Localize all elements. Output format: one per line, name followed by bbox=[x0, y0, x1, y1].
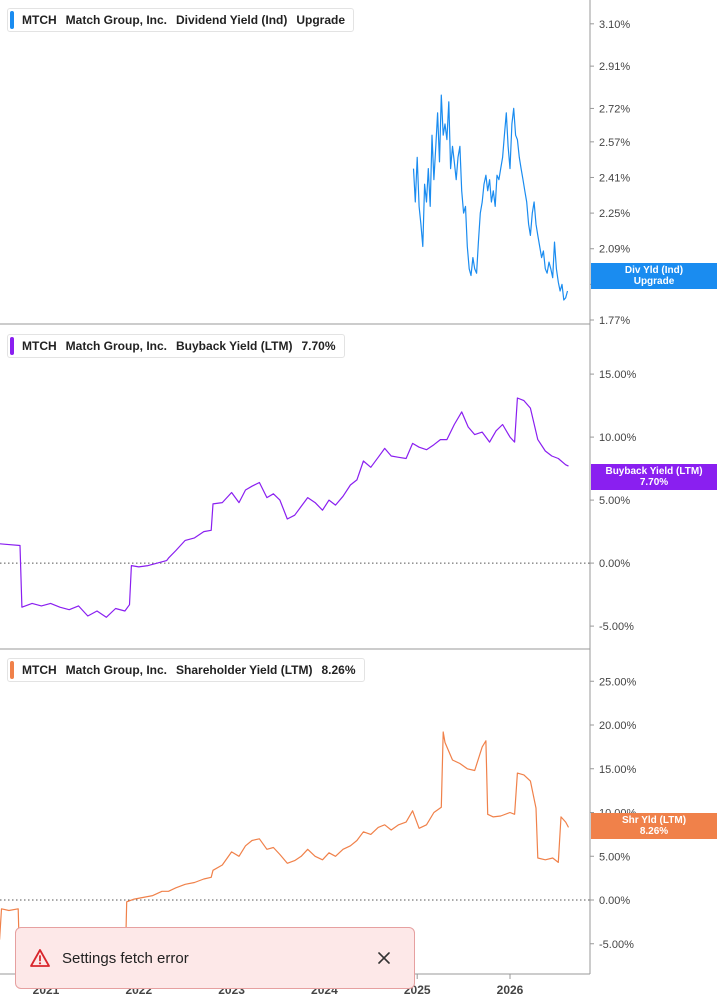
y-tick-label: 20.00% bbox=[599, 720, 637, 732]
legend-metric: Dividend Yield (Ind) bbox=[176, 13, 288, 27]
tag-label: Buyback Yield (LTM) bbox=[605, 466, 703, 477]
tag-label: Shr Yld (LTM) bbox=[621, 815, 687, 826]
series-color-swatch bbox=[10, 661, 14, 679]
x-tick-label: 2026 bbox=[497, 983, 524, 997]
y-tick-label: 2.09% bbox=[599, 244, 630, 256]
y-tick-label: 2.57% bbox=[599, 137, 630, 149]
y-tick-label: 2.25% bbox=[599, 208, 630, 220]
tag-label: Div Yld (Ind) bbox=[624, 265, 684, 276]
y-tick-label: 2.72% bbox=[599, 103, 630, 115]
tag-value: Upgrade bbox=[633, 276, 675, 287]
y-tick-label: 0.00% bbox=[599, 558, 630, 570]
y-tick-label: -5.00% bbox=[599, 621, 634, 633]
close-icon[interactable] bbox=[374, 948, 394, 968]
legend-value: 7.70% bbox=[301, 339, 336, 353]
error-toast: Settings fetch error bbox=[15, 927, 415, 989]
series-color-swatch bbox=[10, 337, 14, 355]
y-tick-label: 1.77% bbox=[599, 315, 630, 327]
legend-company: Match Group, Inc. bbox=[65, 13, 168, 27]
legend-shareholder-yield[interactable]: MTCH Match Group, Inc. Shareholder Yield… bbox=[7, 658, 365, 682]
y-tick-label: 15.00% bbox=[599, 369, 637, 381]
y-tick-label: -5.00% bbox=[599, 939, 634, 951]
legend-ticker: MTCH bbox=[22, 13, 57, 27]
series-line-buy bbox=[0, 397, 569, 618]
legend-company: Match Group, Inc. bbox=[65, 339, 168, 353]
series-line-div bbox=[412, 94, 569, 301]
legend-buyback-yield[interactable]: MTCH Match Group, Inc. Buyback Yield (LT… bbox=[7, 334, 345, 358]
legend-dividend-yield[interactable]: MTCH Match Group, Inc. Dividend Yield (I… bbox=[7, 8, 355, 32]
last-value-tag-buyback: Buyback Yield (LTM) 7.70% bbox=[591, 464, 717, 490]
legend-value[interactable]: Upgrade bbox=[296, 13, 346, 27]
y-tick-label: 3.10% bbox=[599, 19, 630, 31]
y-tick-label: 10.00% bbox=[599, 432, 637, 444]
legend-metric: Shareholder Yield (LTM) bbox=[176, 663, 313, 677]
y-tick-label: 5.00% bbox=[599, 495, 630, 507]
tag-value: 7.70% bbox=[639, 477, 669, 488]
legend-metric: Buyback Yield (LTM) bbox=[176, 339, 293, 353]
last-value-tag-shareholder: Shr Yld (LTM) 8.26% bbox=[591, 813, 717, 839]
legend-company: Match Group, Inc. bbox=[65, 663, 168, 677]
y-tick-label: 15.00% bbox=[599, 764, 637, 776]
legend-ticker: MTCH bbox=[22, 339, 57, 353]
y-tick-label: 2.41% bbox=[599, 172, 630, 184]
legend-ticker: MTCH bbox=[22, 663, 57, 677]
warning-triangle-icon bbox=[30, 949, 50, 967]
tag-value: 8.26% bbox=[639, 826, 669, 837]
series-color-swatch bbox=[10, 11, 14, 29]
y-tick-label: 25.00% bbox=[599, 676, 637, 688]
last-value-tag-dividend: Div Yld (Ind) Upgrade bbox=[591, 263, 717, 289]
legend-value: 8.26% bbox=[321, 663, 356, 677]
toast-message: Settings fetch error bbox=[62, 949, 189, 967]
y-tick-label: 0.00% bbox=[599, 895, 630, 907]
y-tick-label: 5.00% bbox=[599, 851, 630, 863]
y-tick-label: 2.91% bbox=[599, 61, 630, 73]
